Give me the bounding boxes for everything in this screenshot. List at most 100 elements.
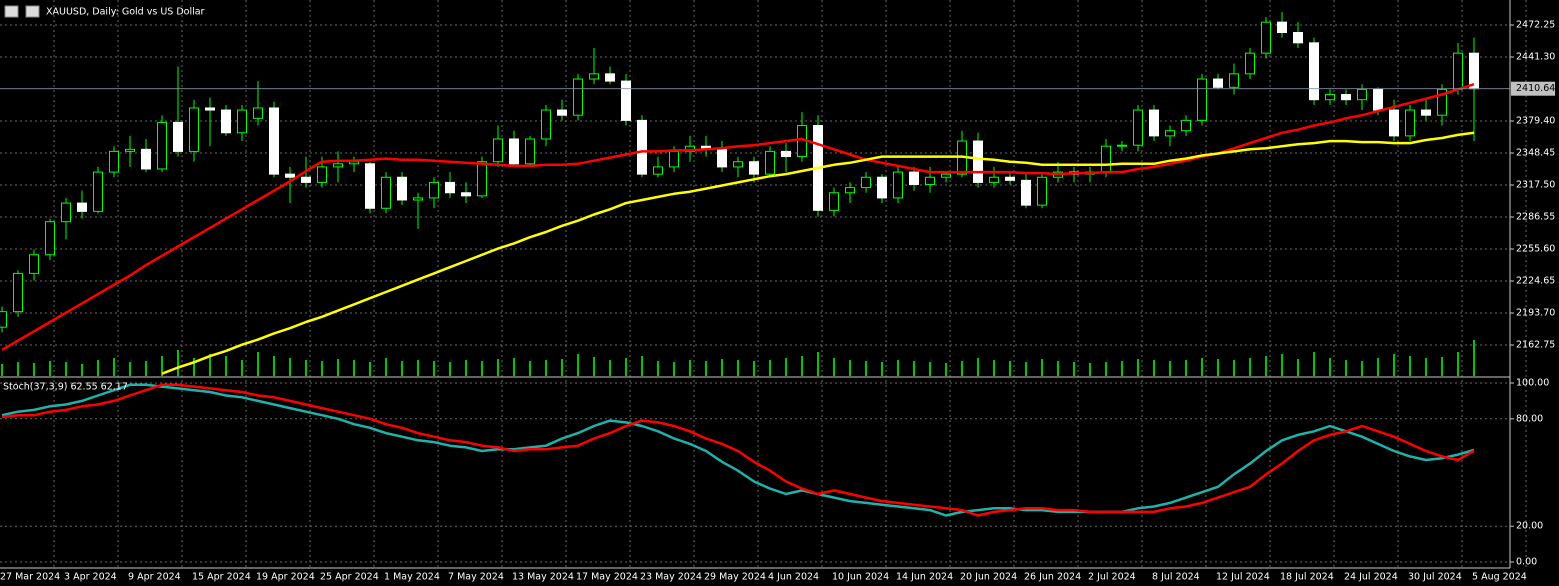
chart-icon[interactable] <box>25 5 40 18</box>
candle-body <box>509 138 519 165</box>
stoch-title: Stoch(37,3,9) 62.55 62.17 <box>3 382 128 393</box>
candle-body <box>1149 109 1159 137</box>
candle-body <box>1101 145 1111 173</box>
menu-icon[interactable] <box>4 5 19 18</box>
candle-body <box>637 119 647 175</box>
candle-body <box>1373 88 1383 111</box>
price-label-box <box>1511 81 1555 96</box>
x-tick-label: 24 Jul 2024 <box>1344 572 1398 583</box>
line <box>161 131 1475 375</box>
candle-body <box>765 150 775 175</box>
x-tick-label: 17 May 2024 <box>576 572 638 583</box>
y-tick-label: 2193.70 <box>1516 307 1555 318</box>
candle-body <box>221 109 231 134</box>
candle-body <box>77 202 87 212</box>
x-tick-label: 18 Jul 2024 <box>1280 572 1334 583</box>
candle-body <box>253 107 263 119</box>
candle-body <box>893 171 903 199</box>
candle-body <box>349 161 359 165</box>
candle-body <box>749 161 759 175</box>
candle-body <box>365 163 375 209</box>
candle-body <box>1357 88 1367 101</box>
x-tick-label: 9 Apr 2024 <box>128 572 181 583</box>
y-tick-label: 2224.65 <box>1516 275 1555 286</box>
candle-body <box>333 163 343 168</box>
y-tick-label: 80.00 <box>1516 413 1543 424</box>
candle-body <box>1341 94 1351 101</box>
candle-body <box>541 109 551 140</box>
candle-body <box>141 148 151 170</box>
candle-body <box>1181 119 1191 132</box>
x-tick-label: 4 Jun 2024 <box>768 572 819 583</box>
candle-body <box>397 176 407 201</box>
candle-body <box>1293 31 1303 44</box>
candle-body <box>669 150 679 168</box>
candle-body <box>45 221 55 256</box>
candle-body <box>973 140 983 183</box>
candle-body <box>301 176 311 183</box>
x-tick-label: 23 May 2024 <box>640 572 702 583</box>
candle-body <box>1309 42 1319 101</box>
x-tick-label: 12 Jul 2024 <box>1216 572 1270 583</box>
candle-body <box>445 181 455 194</box>
candle-body <box>477 161 487 197</box>
candle-body <box>605 73 615 82</box>
candle-body <box>941 173 951 178</box>
candle-body <box>621 80 631 121</box>
candle-body <box>29 254 39 274</box>
candle-body <box>925 176 935 185</box>
candle-body <box>1437 88 1447 116</box>
x-tick-label: 8 Jul 2024 <box>1152 572 1200 583</box>
candle-body <box>589 73 599 80</box>
line <box>1 83 1475 351</box>
candle-body <box>1229 73 1239 88</box>
candle-body <box>653 166 663 175</box>
x-tick-label: 25 Apr 2024 <box>320 572 379 583</box>
candle-body <box>269 107 279 175</box>
candle-body <box>1421 109 1431 116</box>
x-tick-label: 19 Apr 2024 <box>256 572 315 583</box>
candle-body <box>237 109 247 134</box>
x-tick-label: 14 Jun 2024 <box>896 572 953 583</box>
candle-body <box>1405 109 1415 137</box>
candle-body <box>1245 52 1255 75</box>
y-tick-label: 2441.30 <box>1516 51 1555 62</box>
candle-body <box>61 202 71 223</box>
candle-body <box>173 121 183 152</box>
y-tick-label: 2348.45 <box>1516 147 1555 158</box>
candle-body <box>861 176 871 189</box>
x-tick-label: 27 Mar 2024 <box>0 572 60 583</box>
x-tick-label: 7 May 2024 <box>448 572 504 583</box>
line <box>1 383 1475 517</box>
y-tick-label: 0.00 <box>1516 557 1537 568</box>
x-tick-label: 3 Apr 2024 <box>64 572 117 583</box>
candle-body <box>1037 176 1047 206</box>
y-tick-label: 2162.75 <box>1516 339 1555 350</box>
line <box>1 383 1475 517</box>
y-tick-label: 2472.25 <box>1516 19 1555 30</box>
candle-body <box>989 176 999 183</box>
price-panel <box>0 11 1510 376</box>
axes: 2472.25 2441.30 2379.40 2348.45 2317.50 2286.… <box>0 19 1555 582</box>
candle-body <box>1133 109 1143 146</box>
x-tick-label: 5 Aug 2024 <box>1472 572 1527 583</box>
candle-body <box>413 197 423 201</box>
candle-body <box>1005 176 1015 181</box>
candle-body <box>1197 78 1207 121</box>
x-tick-label: 1 May 2024 <box>384 572 440 583</box>
candle-body <box>1213 78 1223 88</box>
candle-body <box>557 109 567 116</box>
x-tick-label: 30 Jul 2024 <box>1408 572 1462 583</box>
candle-body <box>909 171 919 185</box>
candle-body <box>285 173 295 178</box>
candle-body <box>125 148 135 152</box>
candle-body <box>0 311 7 328</box>
y-tick-label: 2317.50 <box>1516 179 1555 190</box>
candle-body <box>1021 179 1031 206</box>
candle-body <box>573 78 583 116</box>
candle-body <box>157 121 167 170</box>
price-label: 2410.64 <box>1516 83 1555 94</box>
candle-body <box>1117 144 1127 147</box>
